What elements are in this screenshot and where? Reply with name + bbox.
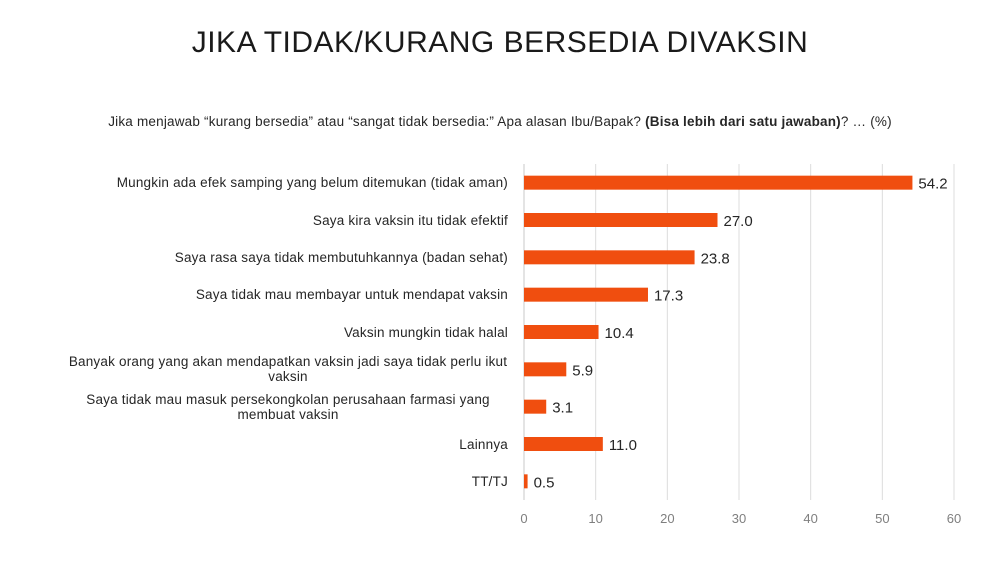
bar-value-label: 11.0 bbox=[609, 437, 637, 454]
bar bbox=[524, 362, 567, 377]
category-label: TT/TJ bbox=[471, 473, 508, 489]
x-tick-label: 50 bbox=[875, 511, 889, 526]
subtitle-tail: ? … (%) bbox=[840, 114, 892, 129]
subtitle-bold: (Bisa lebih dari satu jawaban) bbox=[645, 114, 841, 129]
category-label: Lainnya bbox=[459, 436, 508, 452]
bar-value-label: 17.3 bbox=[654, 288, 683, 305]
bar-value-label: 3.1 bbox=[552, 400, 573, 417]
bar bbox=[524, 474, 528, 489]
bar bbox=[524, 250, 695, 265]
category-label: Vaksin mungkin tidak halal bbox=[343, 324, 508, 340]
x-tick-label: 0 bbox=[520, 511, 527, 526]
category-label: Saya tidak mau membayar untuk mendapat v… bbox=[195, 287, 508, 303]
x-tick-label: 40 bbox=[803, 511, 817, 526]
x-tick-label: 30 bbox=[732, 511, 746, 526]
subtitle-main: Jika menjawab “kurang bersedia” atau “sa… bbox=[108, 114, 642, 129]
bar-value-label: 27.0 bbox=[724, 213, 753, 230]
bar-value-label: 10.4 bbox=[605, 325, 634, 342]
bar bbox=[524, 213, 718, 227]
bar-value-label: 0.5 bbox=[534, 474, 555, 491]
category-label: Saya tidak mau masuk persekongkolan peru… bbox=[86, 391, 490, 422]
bar-value-label: 5.9 bbox=[572, 362, 593, 379]
bar-value-label: 23.8 bbox=[701, 250, 730, 267]
x-tick-label: 60 bbox=[947, 511, 961, 526]
bar bbox=[524, 399, 547, 414]
category-label: Saya rasa saya tidak membutuhkannya (bad… bbox=[174, 249, 508, 265]
chart-title: JIKA TIDAK/KURANG BERSEDIA DIVAKSIN bbox=[191, 26, 809, 59]
bar bbox=[524, 437, 603, 451]
bar bbox=[524, 325, 599, 339]
category-label: Mungkin ada efek samping yang belum dite… bbox=[116, 175, 508, 191]
category-label: Saya kira vaksin itu tidak efektif bbox=[312, 212, 508, 228]
bar bbox=[524, 175, 913, 190]
x-tick-label: 10 bbox=[588, 511, 602, 526]
chart-subtitle: Jika menjawab “kurang bersedia” atau “sa… bbox=[0, 114, 1000, 129]
bar-value-label: 54.2 bbox=[918, 176, 947, 193]
category-label: Banyak orang yang akan mendapatkan vaksi… bbox=[68, 354, 508, 385]
x-tick-label: 20 bbox=[660, 511, 674, 526]
bar bbox=[524, 287, 648, 302]
